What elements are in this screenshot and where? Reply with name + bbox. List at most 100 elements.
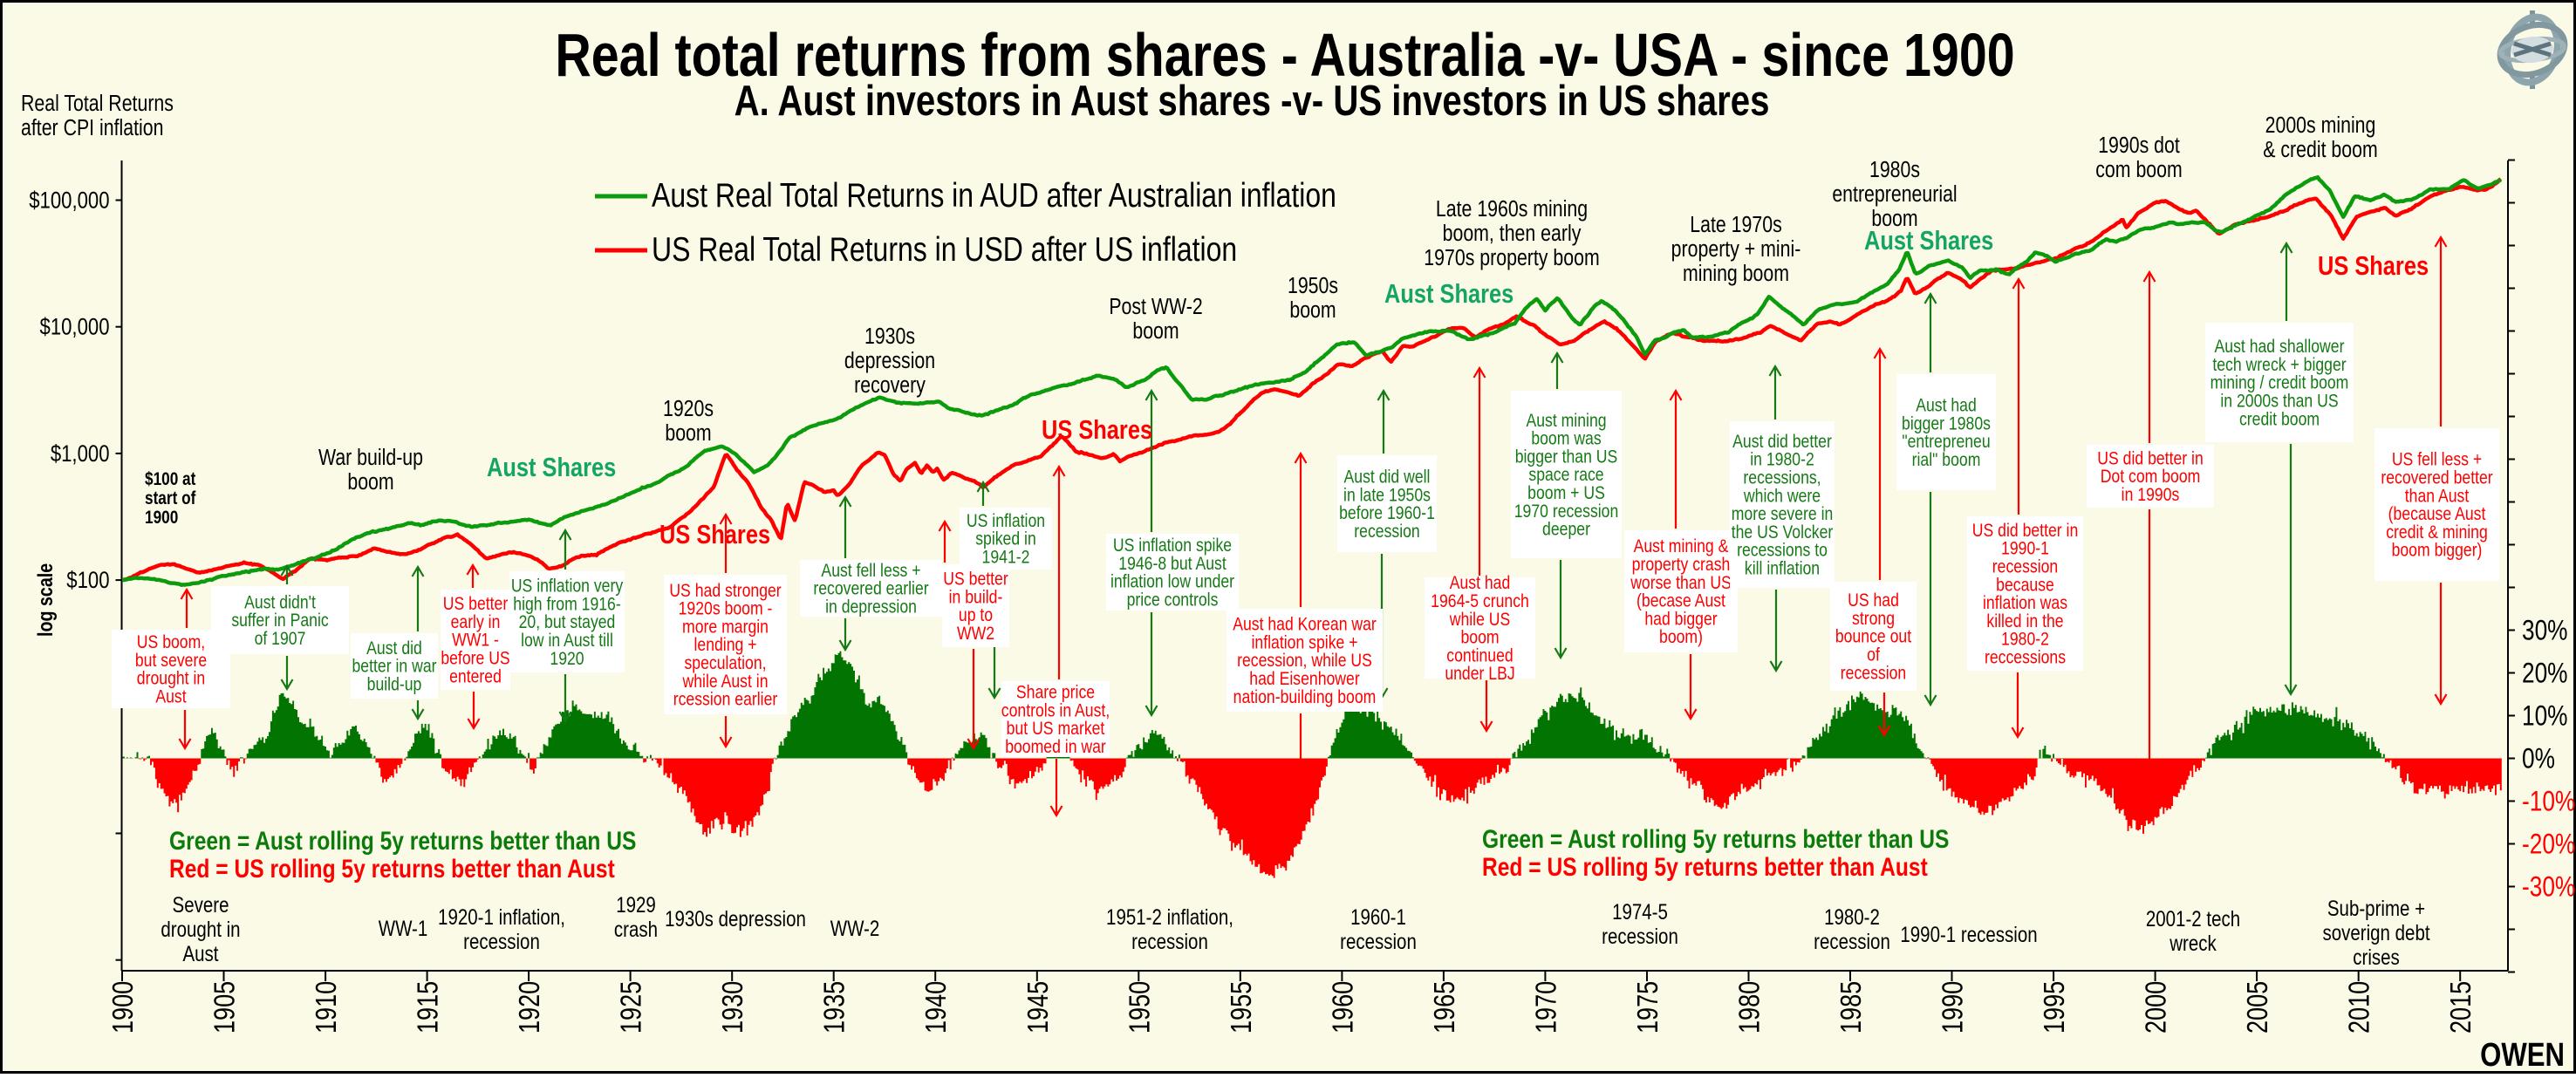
svg-text:1929: 1929	[616, 892, 656, 917]
svg-text:in build-: in build-	[949, 587, 1003, 608]
svg-text:Late 1960s mining: Late 1960s mining	[1436, 196, 1588, 222]
svg-text:0%: 0%	[2522, 744, 2555, 774]
svg-text:US better: US better	[443, 594, 509, 615]
svg-text:1930: 1930	[718, 981, 749, 1034]
svg-text:WW-2: WW-2	[830, 916, 880, 940]
svg-text:Aust: Aust	[182, 941, 219, 965]
svg-text:wreck: wreck	[2169, 931, 2217, 955]
svg-text:-10%: -10%	[2522, 787, 2575, 817]
svg-text:Severe: Severe	[173, 892, 229, 917]
svg-text:because: because	[1996, 575, 2054, 596]
svg-text:early in: early in	[451, 611, 501, 632]
svg-text:boom was: boom was	[1531, 428, 1601, 449]
svg-text:1960-1: 1960-1	[1350, 904, 1406, 929]
svg-text:Red = US rolling 5y returns be: Red = US rolling 5y returns better than …	[169, 854, 615, 884]
svg-text:but US market: but US market	[1007, 719, 1105, 740]
svg-text:1965: 1965	[1429, 981, 1460, 1034]
svg-text:US had stronger: US had stronger	[669, 580, 782, 601]
svg-text:$100,000: $100,000	[29, 188, 109, 215]
svg-text:continued: continued	[1446, 645, 1513, 666]
svg-text:1900: 1900	[145, 508, 178, 529]
svg-text:drought in: drought in	[161, 917, 240, 941]
svg-text:price controls: price controls	[1127, 590, 1219, 611]
svg-text:WW-1: WW-1	[379, 916, 428, 940]
svg-text:-30%: -30%	[2522, 872, 2575, 903]
svg-text:1925: 1925	[616, 981, 647, 1034]
svg-text:speculation,: speculation,	[684, 652, 766, 673]
svg-text:Sub-prime +: Sub-prime +	[2327, 896, 2425, 920]
svg-text:rcession earlier: rcession earlier	[673, 689, 778, 710]
svg-text:Aust fell less +: Aust fell less +	[821, 560, 920, 581]
svg-text:(becase Aust: (becase Aust	[1636, 590, 1725, 611]
svg-text:2001-2 tech: 2001-2 tech	[2146, 906, 2240, 931]
svg-text:Aust did better: Aust did better	[1732, 431, 1832, 452]
svg-text:US Real Total Returns in USD a: US Real Total Returns in USD after US in…	[652, 230, 1237, 269]
svg-text:build-up: build-up	[367, 674, 422, 695]
svg-text:property + mini-: property + mini-	[1671, 236, 1801, 263]
svg-text:tech wreck + bigger: tech wreck + bigger	[2212, 354, 2347, 375]
svg-text:US inflation: US inflation	[967, 510, 1045, 531]
svg-text:2015: 2015	[2446, 981, 2477, 1034]
svg-text:recession: recession	[1340, 929, 1417, 953]
svg-text:rial" boom: rial" boom	[1912, 449, 1981, 470]
svg-text:1964-5 crunch: 1964-5 crunch	[1431, 590, 1529, 611]
svg-text:mining / credit boom: mining / credit boom	[2210, 372, 2349, 393]
svg-text:lending +: lending +	[694, 635, 756, 656]
svg-text:which were: which were	[1743, 486, 1821, 507]
svg-text:1915: 1915	[413, 981, 444, 1034]
svg-text:$1,000: $1,000	[51, 441, 110, 467]
svg-text:reccessions: reccessions	[1985, 647, 2066, 668]
svg-text:boom bigger): boom bigger)	[2392, 540, 2483, 561]
svg-text:log scale: log scale	[33, 563, 57, 637]
svg-text:boom: boom	[665, 420, 711, 447]
svg-text:US did better in: US did better in	[2097, 448, 2203, 469]
svg-text:1975: 1975	[1633, 981, 1664, 1034]
svg-text:recovery: recovery	[854, 372, 926, 399]
svg-text:Aust didn't: Aust didn't	[244, 592, 316, 613]
svg-text:Post WW-2: Post WW-2	[1109, 294, 1202, 320]
svg-text:Late 1970s: Late 1970s	[1690, 212, 1782, 238]
svg-text:1920-1 inflation,: 1920-1 inflation,	[438, 904, 565, 929]
svg-text:recession: recession	[463, 929, 540, 953]
svg-text:-20%: -20%	[2522, 829, 2575, 860]
svg-text:1950: 1950	[1124, 981, 1156, 1034]
svg-text:Green = Aust rolling 5y return: Green = Aust rolling 5y returns better t…	[169, 826, 636, 856]
svg-text:1995: 1995	[2040, 981, 2071, 1034]
svg-text:1935: 1935	[819, 981, 851, 1034]
svg-text:1974-5: 1974-5	[1612, 899, 1668, 924]
svg-text:before 1960-1: before 1960-1	[1339, 503, 1435, 524]
svg-text:after CPI inflation: after CPI inflation	[21, 115, 163, 141]
svg-text:had bigger: had bigger	[1644, 609, 1718, 630]
svg-text:in depression: in depression	[825, 597, 917, 617]
svg-text:crash: crash	[614, 917, 658, 941]
svg-text:1905: 1905	[209, 981, 241, 1034]
svg-text:recession: recession	[1814, 929, 1890, 953]
svg-text:bigger 1980s: bigger 1980s	[1902, 413, 1991, 434]
svg-text:$10,000: $10,000	[40, 315, 110, 341]
svg-text:Aust did: Aust did	[366, 638, 422, 658]
svg-text:1941-2: 1941-2	[982, 547, 1030, 568]
svg-text:Aust mining &: Aust mining &	[1634, 536, 1729, 557]
svg-text:1980-2: 1980-2	[1824, 904, 1880, 929]
svg-text:killed in the: killed in the	[1986, 611, 2063, 631]
svg-text:recession: recession	[1841, 663, 1906, 684]
svg-text:$100 at: $100 at	[145, 470, 196, 490]
svg-text:Share price: Share price	[1016, 682, 1095, 703]
svg-text:boom + US: boom + US	[1527, 482, 1605, 503]
svg-text:US fell less +: US fell less +	[2392, 449, 2482, 470]
svg-text:1920s: 1920s	[663, 396, 714, 422]
svg-text:boom): boom)	[1659, 627, 1703, 648]
svg-text:low in Aust till: low in Aust till	[521, 630, 613, 651]
svg-text:boom, then early: boom, then early	[1443, 221, 1582, 247]
svg-text:in 1990s: in 1990s	[2122, 484, 2180, 505]
svg-text:recession: recession	[1354, 521, 1419, 542]
svg-text:recession, while US: recession, while US	[1237, 651, 1372, 672]
svg-text:1980: 1980	[1734, 981, 1766, 1034]
svg-text:depression: depression	[844, 348, 935, 374]
svg-text:Dot com boom: Dot com boom	[2101, 467, 2201, 488]
svg-text:boom: boom	[1871, 206, 1917, 232]
svg-text:credit & mining: credit & mining	[2386, 522, 2488, 542]
svg-text:1980s: 1980s	[1869, 157, 1920, 183]
svg-text:boom: boom	[1289, 297, 1336, 324]
svg-text:more severe in: more severe in	[1732, 504, 1834, 525]
